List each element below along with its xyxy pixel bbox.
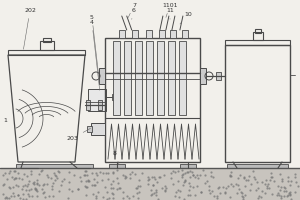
- Bar: [225, 40, 290, 45]
- Text: 1101: 1101: [162, 3, 178, 17]
- Bar: [180, 164, 196, 168]
- Text: 11: 11: [166, 8, 174, 19]
- Bar: [225, 45, 290, 162]
- Bar: [88, 89, 106, 111]
- Text: 8: 8: [113, 151, 119, 164]
- Bar: [170, 30, 176, 38]
- Bar: [182, 30, 188, 38]
- Bar: [43, 38, 50, 42]
- Bar: [168, 41, 175, 115]
- Bar: [99, 68, 105, 84]
- Bar: [253, 32, 262, 40]
- Bar: [98, 100, 102, 110]
- Bar: [227, 164, 288, 168]
- Text: 5: 5: [90, 15, 100, 84]
- Text: 10: 10: [180, 12, 192, 24]
- Bar: [146, 30, 152, 38]
- Text: 203: 203: [66, 128, 91, 141]
- Text: 1: 1: [3, 117, 7, 122]
- Bar: [40, 41, 53, 50]
- Bar: [105, 38, 200, 162]
- Bar: [179, 41, 186, 115]
- Bar: [135, 41, 142, 115]
- Bar: [0, 168, 300, 200]
- Bar: [254, 29, 260, 33]
- Bar: [200, 68, 206, 84]
- Text: 202: 202: [23, 8, 36, 49]
- Bar: [146, 41, 153, 115]
- Bar: [113, 41, 120, 115]
- Text: 4: 4: [90, 20, 100, 90]
- Bar: [124, 41, 131, 115]
- Bar: [87, 126, 92, 132]
- Bar: [159, 30, 165, 38]
- Bar: [8, 50, 85, 55]
- Bar: [16, 164, 93, 168]
- Bar: [91, 123, 105, 135]
- Text: 6: 6: [132, 8, 136, 19]
- Bar: [86, 100, 90, 110]
- Bar: [157, 41, 164, 115]
- Bar: [119, 30, 125, 38]
- Bar: [112, 94, 117, 100]
- Bar: [132, 30, 138, 38]
- Bar: [216, 72, 221, 80]
- Text: 7: 7: [128, 3, 136, 17]
- Bar: [109, 164, 125, 168]
